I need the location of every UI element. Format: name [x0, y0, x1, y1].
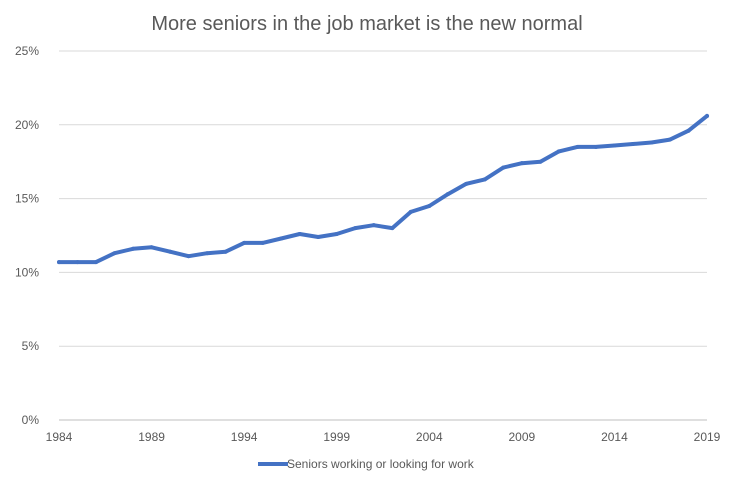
data-point — [390, 226, 395, 231]
data-point — [205, 251, 210, 256]
series-points — [57, 113, 709, 265]
data-point — [593, 144, 598, 149]
data-point — [242, 240, 247, 245]
x-axis-ticks: 1984 1989 1994 1999 2004 2009 2014 2019 — [46, 430, 721, 444]
x-tick-label: 2019 — [694, 430, 721, 444]
data-point — [279, 236, 284, 241]
data-point — [260, 240, 265, 245]
data-point — [575, 144, 580, 149]
data-point — [75, 260, 80, 265]
y-tick-label: 10% — [15, 265, 39, 279]
data-point — [445, 192, 450, 197]
y-tick-label: 5% — [22, 339, 40, 353]
x-tick-label: 2004 — [416, 430, 443, 444]
y-tick-label: 15% — [15, 192, 39, 206]
data-point — [649, 140, 654, 145]
data-point — [482, 177, 487, 182]
legend: Seniors working or looking for work — [258, 457, 475, 471]
data-point — [501, 165, 506, 170]
y-tick-label: 25% — [15, 44, 39, 58]
data-point — [223, 249, 228, 254]
x-tick-label: 2014 — [601, 430, 628, 444]
y-tick-label: 0% — [22, 413, 40, 427]
y-tick-label: 20% — [15, 118, 39, 132]
y-axis-ticks: 0% 5% 10% 15% 20% 25% — [15, 44, 39, 427]
data-point — [464, 181, 469, 186]
data-point — [57, 260, 61, 265]
chart-title: More seniors in the job market is the ne… — [151, 13, 582, 35]
data-point — [131, 246, 136, 251]
data-point — [519, 161, 524, 166]
series-line — [57, 113, 709, 265]
data-point — [705, 113, 709, 118]
data-point — [408, 209, 413, 214]
data-point — [371, 223, 376, 228]
x-tick-label: 2009 — [509, 430, 536, 444]
x-tick-label: 1994 — [231, 430, 258, 444]
x-tick-label: 1999 — [323, 430, 350, 444]
data-point — [667, 137, 672, 142]
data-point — [94, 260, 99, 265]
x-tick-label: 1989 — [138, 430, 165, 444]
data-point — [297, 232, 302, 237]
data-point — [612, 143, 617, 148]
legend-label: Seniors working or looking for work — [287, 457, 475, 471]
data-point — [630, 141, 635, 146]
x-tick-label: 1984 — [46, 430, 73, 444]
data-point — [149, 245, 154, 250]
data-point — [168, 249, 173, 254]
data-point — [112, 251, 117, 256]
gridlines — [59, 50, 707, 421]
data-point — [316, 234, 321, 239]
data-point — [686, 128, 691, 133]
data-point — [186, 254, 191, 259]
data-point — [353, 226, 358, 231]
data-point — [556, 149, 561, 154]
data-point — [334, 232, 339, 237]
data-point — [427, 203, 432, 208]
data-point — [538, 159, 543, 164]
